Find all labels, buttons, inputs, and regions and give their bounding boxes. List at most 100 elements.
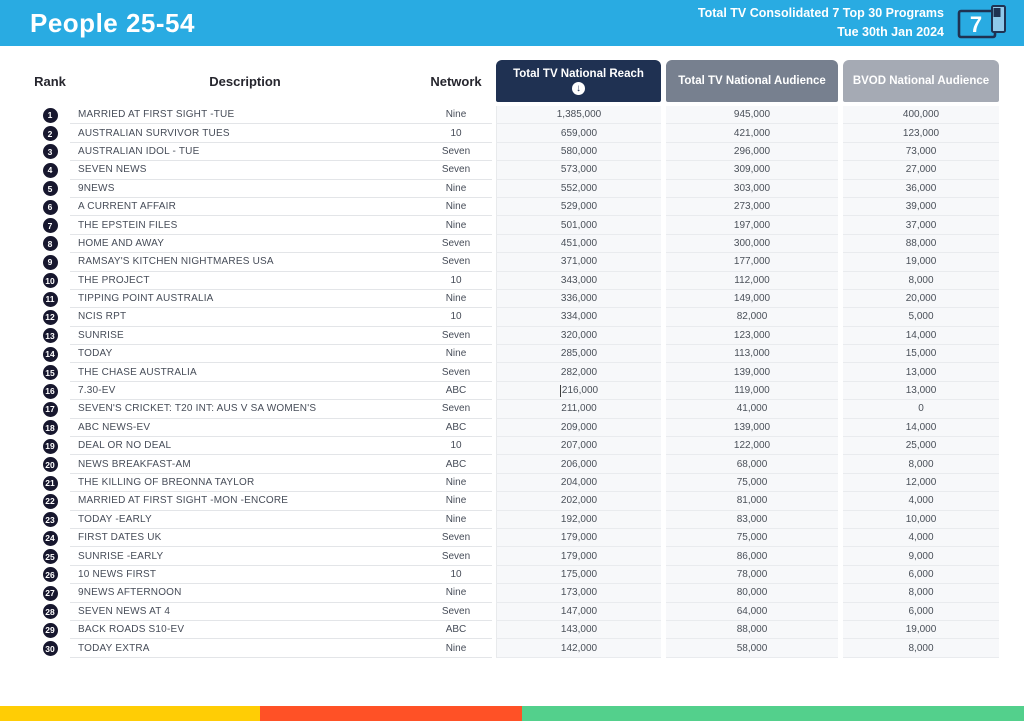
network-cell: Nine	[420, 290, 492, 309]
table-row: 8 HOME AND AWAY Seven 451,000 300,000 88,000	[30, 234, 999, 254]
reach-cell: 202,000	[496, 492, 661, 511]
table: Rank Description Network Total TV Nation…	[30, 46, 999, 658]
reach-cell: 175,000	[496, 565, 661, 585]
rank-badge: 15	[42, 365, 58, 381]
audience-cell: 421,000	[666, 124, 838, 143]
column-gap	[492, 584, 496, 603]
reach-header-label: Total TV National Reach	[513, 67, 644, 80]
table-row: 16 7.30-EV ABC 216,000 119,000 13,000	[30, 381, 999, 401]
description-cell: AUSTRALIAN SURVIVOR TUES	[70, 124, 420, 143]
table-row: 15 THE CHASE AUSTRALIA Seven 282,000 139,000…	[30, 363, 999, 382]
column-gap	[661, 179, 666, 198]
description-cell: THE EPSTEIN FILES	[70, 216, 420, 235]
column-gap	[838, 492, 843, 511]
reach-cell: 529,000	[496, 197, 661, 217]
description-cell: THE KILLING OF BREONNA TAYLOR	[70, 474, 420, 493]
audience-cell: 300,000	[666, 234, 838, 254]
rank-badge: 28	[42, 604, 58, 620]
rank-cell: 2	[30, 124, 70, 142]
audience-cell: 197,000	[666, 216, 838, 235]
description-cell: MARRIED AT FIRST SIGHT -MON -ENCORE	[70, 492, 420, 511]
sort-descending-icon[interactable]: ↓	[572, 82, 585, 96]
reach-cell: 179,000	[496, 528, 661, 548]
column-gap	[661, 455, 666, 474]
description-cell: TODAY EXTRA	[70, 639, 420, 658]
network-cell: Nine	[420, 198, 492, 217]
column-gap	[838, 253, 843, 272]
column-gap	[492, 492, 496, 511]
reach-cell: 216,000	[496, 381, 661, 401]
bvod-cell: 19,000	[843, 253, 999, 272]
column-gap	[492, 216, 496, 235]
column-header-total-tv-national-reach[interactable]: Total TV National Reach ↓	[496, 60, 661, 102]
reach-cell: 343,000	[496, 271, 661, 290]
rank-cell: 7	[30, 216, 70, 234]
footer-stripes	[0, 706, 1024, 721]
column-gap	[661, 271, 666, 290]
footer-stripe-yellow	[0, 706, 260, 721]
rank-badge: 3	[42, 144, 58, 160]
column-gap	[838, 326, 843, 346]
rank-cell: 8	[30, 235, 70, 253]
column-header-network: Network	[430, 73, 482, 89]
rank-badge: 7	[42, 218, 58, 234]
column-gap	[492, 289, 496, 309]
reach-cell: 206,000	[496, 455, 661, 474]
description-cell: DEAL OR NO DEAL	[70, 437, 420, 456]
column-gap	[838, 620, 843, 640]
column-gap	[838, 437, 843, 456]
rank-badge: 29	[42, 622, 58, 638]
bvod-cell: 39,000	[843, 197, 999, 217]
footer-stripe-red	[260, 706, 522, 721]
network-cell: ABC	[420, 455, 492, 474]
reach-cell: 211,000	[496, 400, 661, 419]
rank-cell: 10	[30, 272, 70, 290]
column-gap	[492, 106, 496, 125]
description-cell: SUNRISE	[70, 327, 420, 346]
column-gap	[838, 197, 843, 217]
description-cell: ABC NEWS-EV	[70, 419, 420, 438]
network-cell: Seven	[420, 253, 492, 272]
table-row: 25 SUNRISE -EARLY Seven 179,000 86,000 9,000	[30, 547, 999, 566]
rank-cell: 16	[30, 382, 70, 400]
audience-cell: 41,000	[666, 400, 838, 419]
report-subtitle: Total TV Consolidated 7 Top 30 Programs …	[698, 4, 944, 42]
rank-cell: 17	[30, 400, 70, 418]
column-gap	[661, 253, 666, 272]
text-caret	[559, 384, 561, 397]
column-gap	[838, 60, 843, 102]
audience-cell: 296,000	[666, 142, 838, 162]
column-gap	[838, 234, 843, 254]
column-gap	[838, 271, 843, 290]
rank-badge: 1	[42, 107, 58, 123]
bvod-cell: 12,000	[843, 473, 999, 493]
column-gap	[492, 124, 496, 143]
reach-cell: 143,000	[496, 620, 661, 640]
column-gap	[492, 455, 496, 474]
column-gap	[661, 400, 666, 419]
column-gap	[492, 308, 496, 327]
network-cell: ABC	[420, 382, 492, 401]
bvod-cell: 20,000	[843, 289, 999, 309]
column-header-bvod-national-audience[interactable]: BVOD National Audience	[843, 60, 999, 102]
column-gap	[661, 620, 666, 640]
column-gap	[492, 345, 496, 364]
audience-cell: 309,000	[666, 161, 838, 180]
rank-badge: 12	[42, 309, 58, 325]
network-cell: Nine	[420, 492, 492, 511]
table-row: 19 DEAL OR NO DEAL 10 207,000 122,000 25,000	[30, 437, 999, 456]
column-gap	[838, 639, 843, 658]
rank-cell: 29	[30, 621, 70, 639]
column-gap	[661, 565, 666, 585]
column-gap	[492, 437, 496, 456]
rank-cell: 20	[30, 455, 70, 473]
table-row: 11 TIPPING POINT AUSTRALIA Nine 336,000 149,…	[30, 289, 999, 309]
audience-cell: 78,000	[666, 565, 838, 585]
bvod-cell: 4,000	[843, 528, 999, 548]
column-gap	[492, 381, 496, 401]
column-header-total-tv-national-audience[interactable]: Total TV National Audience	[666, 60, 838, 102]
table-row: 26 10 NEWS FIRST 10 175,000 78,000 6,000	[30, 565, 999, 585]
network-cell: 10	[420, 124, 492, 143]
rank-badge: 6	[42, 199, 58, 215]
column-gap	[492, 60, 496, 102]
